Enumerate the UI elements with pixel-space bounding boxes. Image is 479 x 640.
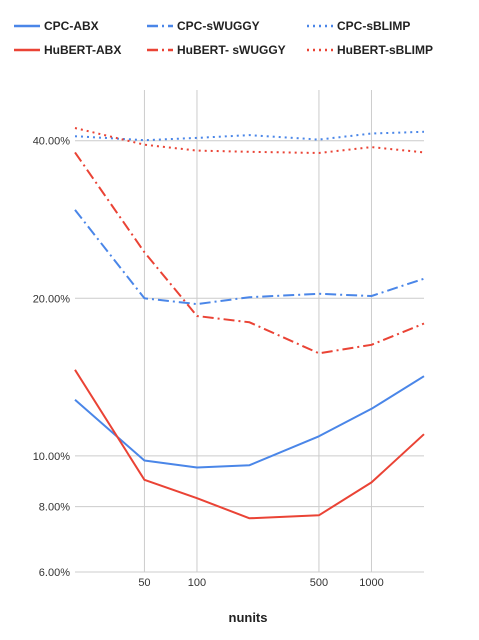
gridlines <box>75 90 424 573</box>
y-tick-label: 20.00% <box>33 293 71 305</box>
legend-label-hubert-swuggy: HuBERT- sWUGGY <box>177 43 286 57</box>
series-line-cpc-abx <box>74 375 425 469</box>
legend-label-cpc-swuggy: CPC-sWUGGY <box>177 19 260 33</box>
x-axis-tick-labels: 50 100 500 1000 <box>138 577 383 589</box>
legend-label-cpc-sblimp: CPC-sBLIMP <box>337 19 410 33</box>
series-lines <box>74 127 425 520</box>
series-line-cpc-sblimp <box>74 130 425 142</box>
series-line-cpc-swuggy <box>74 209 425 306</box>
x-tick-label: 50 <box>138 577 150 589</box>
series-line-hubert-abx <box>74 369 425 520</box>
legend-label-hubert-abx: HuBERT-ABX <box>44 43 121 57</box>
legend-label-hubert-sblimp: HuBERT-sBLIMP <box>337 43 433 57</box>
legend: CPC-ABX CPC-sWUGGY CPC-sBLIMP HuBERT-ABX HuB… <box>14 19 433 57</box>
x-tick-label: 100 <box>188 577 206 589</box>
series-line-hubert-swuggy <box>74 151 425 355</box>
y-tick-label: 10.00% <box>33 451 71 463</box>
y-tick-label: 6.00% <box>39 567 70 579</box>
legend-label-cpc-abx: CPC-ABX <box>44 19 99 33</box>
y-tick-label: 40.00% <box>33 136 71 148</box>
y-axis-tick-labels: 6.00% 8.00% 10.00% 20.00% 40.00% <box>33 136 71 579</box>
x-tick-label: 1000 <box>359 577 383 589</box>
y-tick-label: 8.00% <box>39 502 70 514</box>
x-axis-label: nunits <box>229 610 268 625</box>
x-tick-label: 500 <box>310 577 328 589</box>
